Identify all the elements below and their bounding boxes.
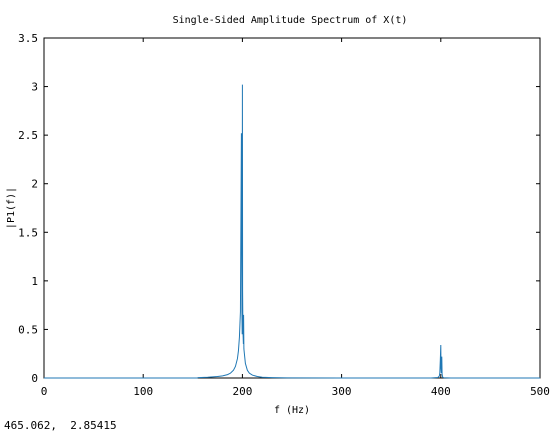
x-tick-label: 500 <box>530 385 550 398</box>
x-tick-label: 100 <box>133 385 153 398</box>
y-tick-label: 2.5 <box>18 129 38 142</box>
amplitude-spectrum-chart: Single-Sided Amplitude Spectrum of X(t) … <box>6 15 550 416</box>
y-tick-label: 1.5 <box>18 226 38 239</box>
chart-title: Single-Sided Amplitude Spectrum of X(t) <box>173 15 408 26</box>
series-layer <box>44 84 540 379</box>
y-tick-label: 3.5 <box>18 32 38 45</box>
y-tick-label: 3 <box>31 81 38 94</box>
x-axis: 0 100 200 300 400 500 <box>41 38 550 398</box>
cursor-coordinate-readout: 465.062, 2.85415 <box>4 419 117 432</box>
y-tick-label: 1 <box>31 275 38 288</box>
spectrum-line <box>197 84 540 379</box>
x-tick-label: 300 <box>332 385 352 398</box>
y-axis-label: |P1(f)| <box>6 187 17 229</box>
y-tick-label: 2 <box>31 178 38 191</box>
y-tick-label: 0.5 <box>18 323 38 336</box>
x-tick-label: 0 <box>41 385 48 398</box>
x-tick-label: 400 <box>431 385 451 398</box>
y-tick-label: 0 <box>31 372 38 385</box>
y-axis: 0 0.5 1 1.5 2 2.5 3 3.5 <box>18 32 540 385</box>
x-tick-label: 200 <box>232 385 252 398</box>
x-axis-label: f (Hz) <box>274 405 310 416</box>
plot-area <box>43 37 541 379</box>
